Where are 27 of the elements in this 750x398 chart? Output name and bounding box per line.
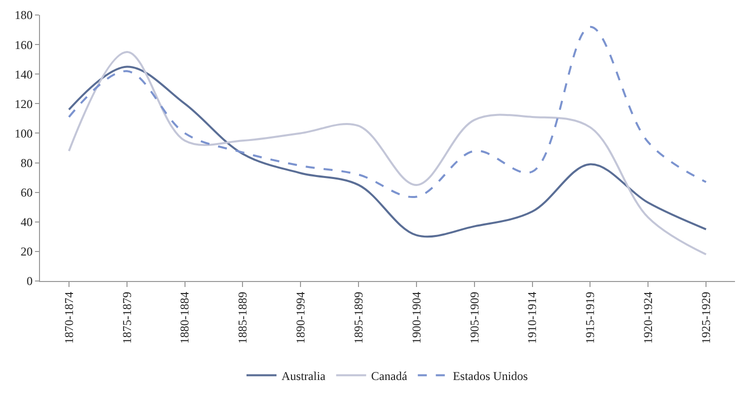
x-tick-label: 1915-1919 bbox=[583, 292, 598, 344]
line-series bbox=[68, 26, 708, 198]
x-tick-label: 1900-1904 bbox=[409, 292, 424, 344]
x-tick-label: 1895-1899 bbox=[351, 292, 366, 344]
legend-label: Estados Unidos bbox=[452, 368, 528, 383]
x-tick-label: 1870-1874 bbox=[62, 292, 76, 344]
line-series bbox=[68, 50, 708, 256]
x-tick-label: 1880-1884 bbox=[178, 292, 192, 344]
y-tick-label: 160 bbox=[14, 38, 33, 52]
x-tick-label: 1920-1924 bbox=[641, 292, 656, 344]
y-tick-label: 20 bbox=[20, 244, 33, 259]
x-tick-label: 1885-1889 bbox=[236, 292, 250, 344]
x-tick-label: 1910-1914 bbox=[525, 292, 540, 344]
y-tick-label: 140 bbox=[14, 67, 33, 82]
y-tick-label: 80 bbox=[20, 156, 33, 170]
x-tick-label: 1875-1879 bbox=[120, 292, 134, 344]
x-tick-label: 1905-1909 bbox=[467, 292, 482, 344]
x-tick-label: 1890-1994 bbox=[294, 292, 308, 344]
y-tick-label: 120 bbox=[14, 96, 33, 111]
y-tick-label: 60 bbox=[20, 186, 33, 200]
x-tick-label: 1925-1929 bbox=[698, 292, 713, 344]
y-tick-label: 0 bbox=[26, 274, 33, 288]
legend-label: Canadá bbox=[371, 368, 408, 383]
legend-label: Australia bbox=[282, 368, 326, 383]
y-tick-label: 40 bbox=[20, 215, 33, 230]
y-tick-label: 100 bbox=[14, 126, 33, 140]
y-tick-label: 180 bbox=[14, 8, 33, 22]
